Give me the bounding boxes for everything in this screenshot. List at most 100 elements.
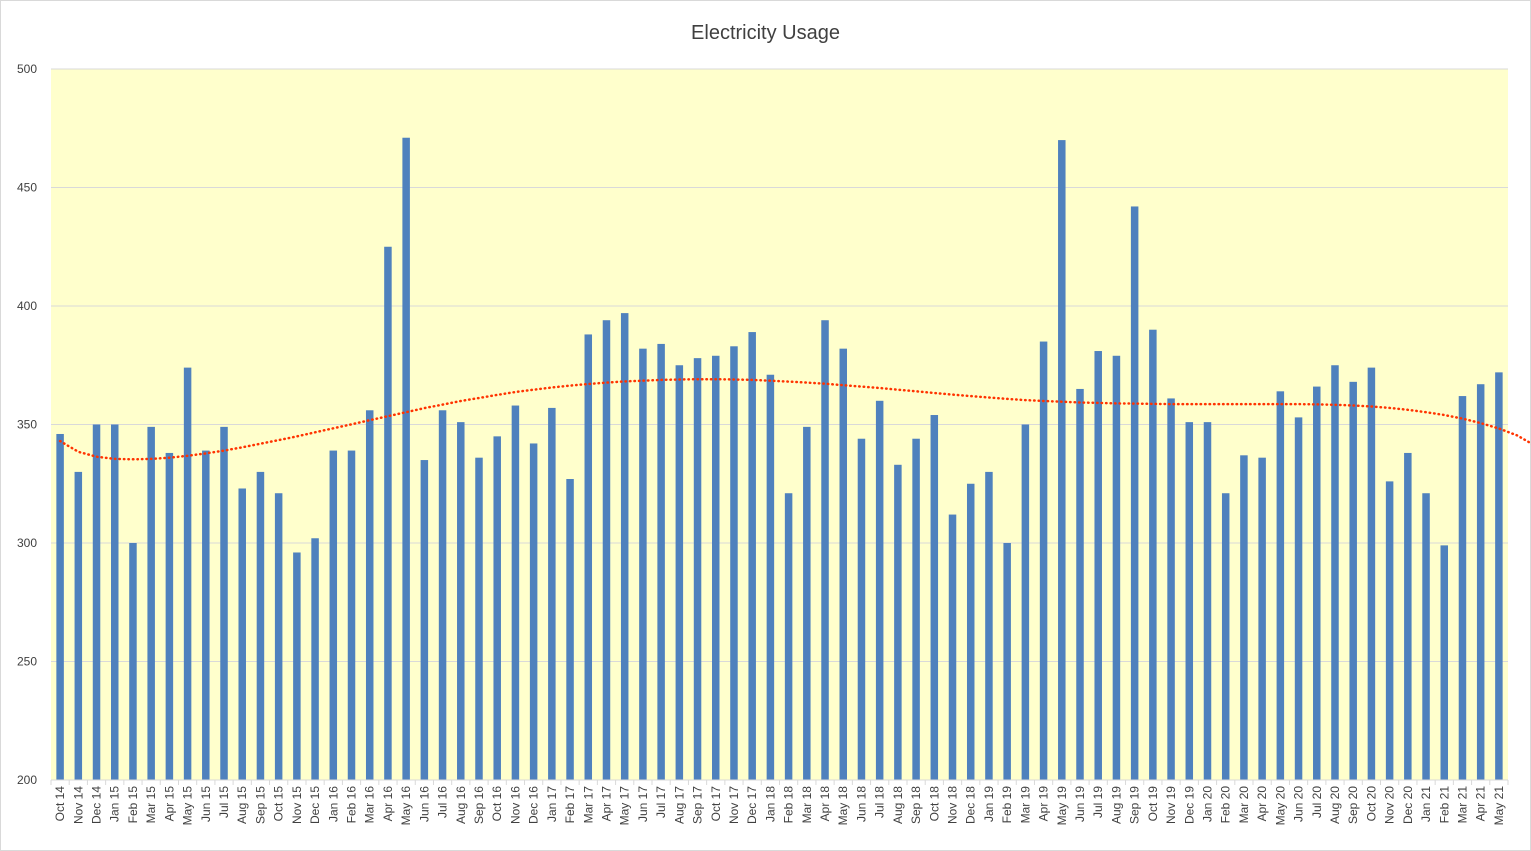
x-tick-label: May 19 — [1055, 786, 1069, 826]
bar — [966, 483, 975, 780]
y-tick-label: 450 — [17, 181, 37, 195]
x-tick-label: Feb 19 — [1000, 786, 1014, 824]
x-tick-label: Dec 19 — [1182, 786, 1196, 824]
y-tick-label: 250 — [17, 655, 37, 669]
x-tick-label: Sep 15 — [253, 786, 267, 824]
bars — [56, 137, 1503, 781]
x-tick-label: Oct 19 — [1146, 786, 1160, 822]
bar — [657, 343, 665, 780]
y-tick-label: 200 — [17, 773, 37, 787]
x-tick-label: Jul 16 — [436, 786, 450, 818]
x-tick-label: Nov 18 — [946, 786, 960, 824]
x-tick-label: Jun 18 — [854, 786, 868, 822]
x-tick-label: Nov 19 — [1164, 786, 1178, 824]
bar — [675, 365, 684, 780]
bar — [1039, 341, 1048, 780]
x-tick-label: Apr 15 — [162, 786, 176, 822]
bar — [1221, 493, 1230, 780]
x-tick-label: Mar 15 — [144, 786, 158, 824]
x-axis-ticks: Oct 14 Nov 14 Dec 14 Jan 15 Feb 15 Mar 15 Apr … — [50, 780, 1509, 826]
bar — [875, 400, 884, 780]
x-tick-label: Sep 18 — [909, 786, 923, 824]
y-tick-label: 350 — [17, 418, 37, 432]
x-tick-label: Jan 19 — [982, 786, 996, 822]
bar — [894, 464, 902, 780]
x-tick-label: Mar 17 — [581, 786, 595, 824]
x-tick-label: Jan 21 — [1419, 786, 1433, 822]
x-tick-label: Mar 20 — [1237, 786, 1251, 824]
x-tick-label: Nov 16 — [508, 786, 522, 824]
x-tick-label: Nov 20 — [1383, 786, 1397, 824]
bar — [1240, 455, 1248, 780]
x-tick-label: Aug 15 — [235, 786, 249, 824]
x-tick-label: Sep 16 — [472, 786, 486, 824]
bar — [293, 552, 301, 780]
y-tick-label: 500 — [17, 62, 37, 76]
bar — [784, 493, 793, 780]
x-tick-label: Jan 15 — [108, 786, 122, 822]
bar — [493, 436, 501, 780]
bar — [1203, 422, 1212, 780]
bar — [529, 443, 538, 780]
x-tick-label: Aug 18 — [891, 786, 905, 824]
bar — [602, 320, 611, 780]
x-tick-label: Oct 18 — [927, 786, 941, 822]
x-tick-label: Aug 20 — [1328, 786, 1342, 824]
x-tick-label: Aug 16 — [454, 786, 468, 824]
bar — [56, 433, 64, 780]
x-tick-label: Dec 20 — [1401, 786, 1415, 824]
x-tick-label: Apr 17 — [599, 786, 613, 822]
x-tick-label: Jun 15 — [199, 786, 213, 822]
x-tick-label: Oct 16 — [490, 786, 504, 822]
bar — [857, 438, 866, 780]
x-tick-label: Mar 18 — [800, 786, 814, 824]
x-tick-label: Jun 20 — [1292, 786, 1306, 822]
x-tick-label: Mar 16 — [363, 786, 377, 824]
bar — [839, 348, 847, 780]
x-tick-label: Oct 17 — [709, 786, 723, 822]
x-tick-label: Sep 17 — [691, 786, 705, 824]
bar — [274, 493, 283, 780]
bar — [365, 410, 374, 780]
x-tick-label: May 16 — [399, 786, 413, 826]
x-tick-label: May 18 — [836, 786, 850, 826]
bar — [1276, 391, 1285, 780]
bar — [1331, 365, 1339, 780]
x-tick-label: Mar 21 — [1455, 786, 1469, 824]
bar — [311, 538, 319, 780]
bar — [1476, 384, 1485, 780]
x-tick-label: Oct 14 — [53, 786, 67, 822]
x-tick-label: May 20 — [1273, 786, 1287, 826]
bar — [1294, 417, 1303, 780]
bar — [475, 457, 483, 780]
bar — [821, 320, 829, 780]
bar — [1130, 206, 1139, 780]
x-tick-label: Nov 17 — [727, 786, 741, 824]
x-tick-label: Feb 18 — [782, 786, 796, 824]
bar — [1495, 372, 1503, 780]
bar — [912, 438, 920, 780]
bar — [183, 367, 192, 780]
bar — [202, 450, 210, 780]
bar — [347, 450, 356, 780]
bar — [457, 422, 465, 780]
bar — [1422, 493, 1430, 780]
x-tick-label: Feb 17 — [563, 786, 577, 824]
x-tick-label: Jan 16 — [326, 786, 340, 822]
bar — [548, 407, 556, 780]
x-tick-label: Jul 20 — [1310, 786, 1324, 818]
bar — [566, 479, 574, 780]
bar — [803, 426, 811, 780]
x-tick-label: Jan 18 — [763, 786, 777, 822]
x-tick-label: Feb 15 — [126, 786, 140, 824]
x-tick-label: Apr 16 — [381, 786, 395, 822]
bar — [165, 452, 174, 780]
bar — [693, 358, 702, 780]
bar — [402, 137, 410, 781]
x-tick-label: Sep 20 — [1346, 786, 1360, 824]
bar — [730, 346, 738, 780]
y-tick-label: 300 — [17, 536, 37, 550]
x-tick-label: Dec 16 — [527, 786, 541, 824]
bar — [110, 424, 119, 780]
bar — [1349, 381, 1357, 780]
